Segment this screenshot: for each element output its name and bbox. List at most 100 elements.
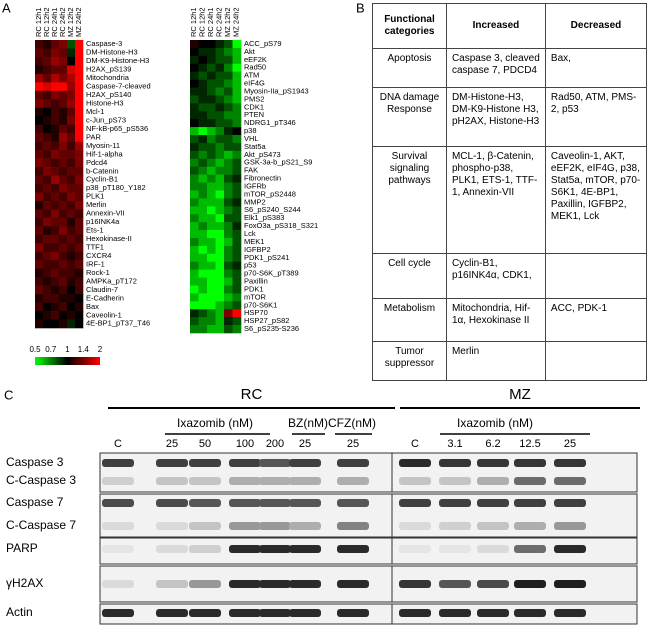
blot-band [156, 459, 188, 467]
heatmap-cell [75, 268, 84, 278]
heatmap-cell [75, 107, 84, 117]
column-label: RC 24h1 [50, 7, 59, 37]
heatmap-cell [224, 230, 233, 239]
heatmap-cell [43, 285, 52, 295]
heatmap-cell [190, 285, 199, 294]
table-cell: Tumor suppressor [372, 341, 447, 381]
heatmap-cell [215, 150, 225, 160]
blot-box [391, 452, 638, 493]
row-label: eEF2K [244, 55, 267, 64]
blot-band [289, 545, 321, 553]
lane-label: 6.2 [485, 438, 500, 450]
heatmap-cell [198, 166, 208, 175]
heatmap-cell [207, 214, 216, 223]
lane-label: C [114, 438, 122, 450]
column-label: RC 12h2 [198, 7, 207, 37]
heatmap-cell [224, 245, 233, 255]
heatmap-cell [190, 40, 199, 49]
heatmap-cell [75, 226, 84, 236]
blot-band [514, 609, 546, 617]
heatmap-cell [35, 277, 44, 286]
row-label: Rock-1 [86, 268, 110, 277]
lane-label: 25 [347, 438, 359, 450]
heatmap-cell [51, 90, 60, 100]
heatmap-cell [67, 251, 76, 261]
panel-label: C [4, 387, 13, 402]
heatmap-cell [43, 40, 52, 49]
header-cell: Functional categories [372, 3, 447, 49]
row-label: Ets-1 [86, 226, 104, 235]
heatmap-cell [207, 285, 216, 294]
heatmap-cell [67, 90, 76, 100]
row-label: H2AX_pS140 [86, 90, 131, 99]
heatmap-cell [59, 260, 68, 270]
heatmap-cell [67, 217, 76, 227]
row-label: HSP27_pS82 [244, 316, 289, 325]
heatmap-cell [35, 82, 44, 92]
heatmap-cell [75, 40, 84, 49]
heatmap-cell [224, 166, 233, 175]
blot-band [439, 580, 471, 588]
lane-label: 3.1 [447, 438, 462, 450]
blot-band [229, 545, 261, 553]
heatmap-cell [43, 209, 52, 219]
row-label: Annexin-VII [86, 209, 125, 218]
heatmap-cell [215, 206, 225, 215]
heatmap-cell [35, 192, 44, 202]
blot-label: γH2AX [6, 576, 43, 590]
heatmap-cell [207, 111, 216, 120]
blot-label: PARP [6, 541, 38, 555]
row-label: Caspase-3 [86, 39, 122, 48]
heatmap-cell [215, 87, 225, 96]
row-label: p16INK4a [86, 217, 120, 226]
heatmap-cell [75, 243, 84, 253]
heatmap-cell [75, 73, 84, 83]
heatmap-cell [51, 48, 60, 58]
column-label: MZ 24h2 [74, 7, 83, 37]
blot-band [289, 459, 321, 467]
heatmap-cell [207, 253, 216, 263]
heatmap-cell [43, 277, 52, 286]
blot-band [189, 522, 221, 530]
heatmap-cell [224, 325, 233, 334]
heatmap-cell [232, 269, 242, 278]
heatmap-cell [59, 73, 68, 83]
heatmap-cell [207, 301, 216, 310]
heatmap-cell [35, 40, 44, 49]
heatmap-cell [67, 285, 76, 295]
heatmap-cell [198, 111, 208, 120]
blot-band [477, 580, 509, 588]
heatmap-cell [190, 55, 199, 65]
heatmap-cell [43, 99, 52, 109]
heatmap-cell [232, 230, 242, 239]
heatmap-cell [59, 277, 68, 286]
heatmap-cell [232, 261, 242, 270]
heatmap-cell [224, 277, 233, 286]
heatmap-cell [67, 82, 76, 92]
heatmap-cell [35, 243, 44, 253]
heatmap-cell [232, 245, 242, 255]
table-cell: Rad50, ATM, PMS-2, p53 [544, 87, 648, 147]
heatmap-cell [59, 251, 68, 261]
heatmap-cell [43, 73, 52, 83]
blot-band [189, 545, 221, 553]
blot-band [259, 522, 291, 530]
heatmap-cell [207, 63, 216, 72]
heatmap-cell [75, 82, 84, 92]
blot-band [189, 609, 221, 617]
heatmap-cell [215, 142, 225, 152]
heatmap-cell [59, 82, 68, 92]
heatmap-cell [35, 184, 44, 193]
blot-band [102, 459, 134, 467]
heatmap-cell [43, 150, 52, 159]
blot-box [99, 452, 393, 493]
heatmap-cell [35, 116, 44, 126]
heatmap-cell [190, 111, 199, 120]
heatmap-cell [75, 90, 84, 100]
heatmap-cell [207, 103, 216, 112]
heatmap-cell [51, 99, 60, 109]
heatmap-cell [215, 253, 225, 263]
heatmap-cell [75, 311, 84, 320]
heatmap-cell [232, 87, 242, 96]
lane-label: C [411, 438, 419, 450]
